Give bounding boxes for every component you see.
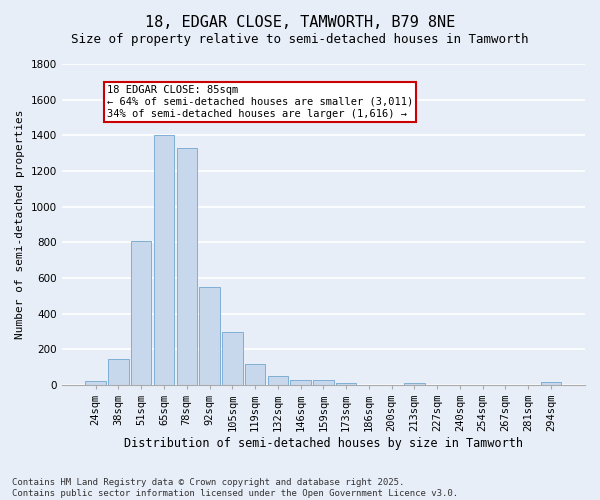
Bar	[268, 376, 288, 385]
Bar	[131, 242, 151, 385]
Bar	[336, 383, 356, 385]
Bar	[85, 382, 106, 385]
Text: 18 EDGAR CLOSE: 85sqm
← 64% of semi-detached houses are smaller (3,011)
34% of s: 18 EDGAR CLOSE: 85sqm ← 64% of semi-deta…	[107, 86, 413, 118]
Bar	[222, 332, 242, 385]
Bar	[290, 380, 311, 385]
Bar	[199, 287, 220, 385]
Text: 18, EDGAR CLOSE, TAMWORTH, B79 8NE: 18, EDGAR CLOSE, TAMWORTH, B79 8NE	[145, 15, 455, 30]
Bar	[313, 380, 334, 385]
Bar	[108, 359, 129, 385]
X-axis label: Distribution of semi-detached houses by size in Tamworth: Distribution of semi-detached houses by …	[124, 437, 523, 450]
Bar	[541, 382, 561, 385]
Bar	[154, 136, 174, 385]
Text: Size of property relative to semi-detached houses in Tamworth: Size of property relative to semi-detach…	[71, 32, 529, 46]
Bar	[404, 383, 425, 385]
Bar	[245, 364, 265, 385]
Y-axis label: Number of semi-detached properties: Number of semi-detached properties	[15, 110, 25, 339]
Bar	[176, 148, 197, 385]
Text: Contains HM Land Registry data © Crown copyright and database right 2025.
Contai: Contains HM Land Registry data © Crown c…	[12, 478, 458, 498]
